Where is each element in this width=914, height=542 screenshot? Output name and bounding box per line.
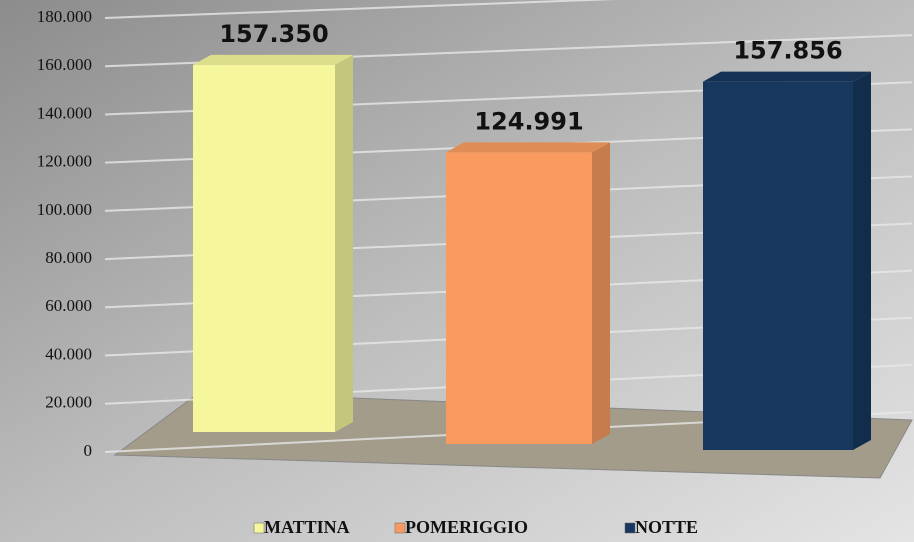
bar (446, 152, 592, 444)
bar-top (193, 54, 353, 65)
y-tick-label: 140.000 (37, 103, 92, 122)
legend-label: POMERIGGIO (405, 517, 528, 537)
y-tick-label: 100.000 (37, 200, 92, 219)
data-label: 157.350 (219, 20, 328, 48)
legend-label: MATTINA (264, 517, 350, 537)
legend-label: NOTTE (635, 517, 698, 537)
y-tick-label: 160.000 (37, 55, 92, 74)
y-tick-label: 180.000 (37, 7, 92, 26)
data-label: 157.856 (733, 37, 842, 65)
bar-top (446, 142, 610, 153)
grid-line (104, 0, 617, 19)
legend-swatch (253, 522, 265, 534)
legend-swatch (394, 522, 406, 534)
legend-swatch (624, 522, 636, 534)
bar-top (703, 71, 871, 82)
bar-side (335, 54, 353, 432)
y-tick-label: 40.000 (45, 344, 92, 363)
data-label: 124.991 (474, 107, 583, 135)
y-tick-label: 120.000 (37, 152, 92, 171)
y-tick-label: 20.000 (45, 393, 92, 412)
bar-side (592, 142, 610, 444)
bar-side (853, 71, 871, 450)
bar (193, 64, 335, 432)
y-tick-label: 60.000 (45, 296, 92, 315)
y-tick-label: 80.000 (45, 248, 92, 267)
bar (703, 81, 853, 450)
y-tick-label: 0 (84, 441, 93, 460)
